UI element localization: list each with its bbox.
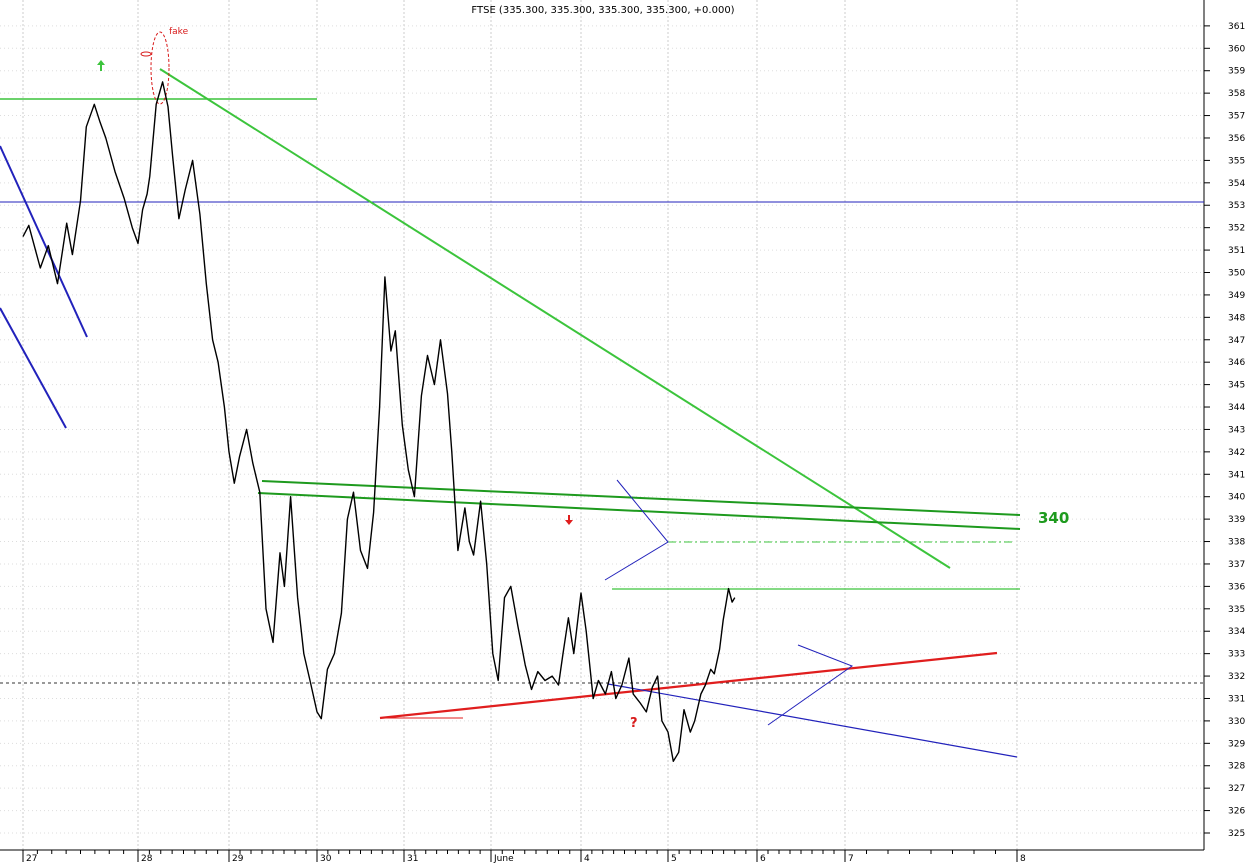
y-tick-label: 328 xyxy=(1228,762,1245,772)
fake-scribble xyxy=(140,51,152,57)
y-tick-label: 360 xyxy=(1228,44,1245,54)
chart-title: FTSE (335.300, 335.300, 335.300, 335.300… xyxy=(471,5,734,16)
up-arrow-icon xyxy=(97,60,105,71)
y-tick-label: 333 xyxy=(1228,650,1245,660)
y-tick-label: 359 xyxy=(1228,67,1245,77)
y-tick-label: 327 xyxy=(1228,784,1245,794)
blue-channel-lower xyxy=(607,683,1018,758)
y-tick-label: 331 xyxy=(1228,694,1245,704)
y-tick-label: 347 xyxy=(1228,336,1245,346)
y-tick-label: 357 xyxy=(1228,112,1245,122)
y-tick-label: 348 xyxy=(1228,313,1245,323)
y-tick-label: 343 xyxy=(1228,425,1245,435)
fake-highlight-circle xyxy=(150,31,170,105)
y-tick-label: 332 xyxy=(1228,672,1245,682)
triangle-pattern-2 xyxy=(767,644,854,726)
y-tick-label: 352 xyxy=(1228,224,1245,234)
y-tick-label: 358 xyxy=(1228,89,1245,99)
x-tick-label: 5 xyxy=(671,854,677,864)
y-tick-label: 344 xyxy=(1228,403,1245,413)
y-tick-label: 336 xyxy=(1228,582,1245,592)
y-tick-label: 338 xyxy=(1228,538,1245,548)
y-tick-label: 355 xyxy=(1228,156,1245,166)
y-tick-label: 345 xyxy=(1228,381,1245,391)
x-tick-label: 29 xyxy=(232,854,244,864)
x-tick-label: 31 xyxy=(407,854,418,864)
y-tick-label: 329 xyxy=(1228,739,1245,749)
y-tick-label: 337 xyxy=(1228,560,1245,570)
y-tick-label: 340 xyxy=(1228,493,1245,503)
grid-lines xyxy=(0,0,1204,850)
y-tick-label: 349 xyxy=(1228,291,1245,301)
y-tick-label: 342 xyxy=(1228,448,1245,458)
x-tick-label: June xyxy=(493,854,514,864)
y-tick-label: 325 xyxy=(1228,829,1245,839)
y-tick-label: 326 xyxy=(1228,807,1245,817)
y-tick-label: 346 xyxy=(1228,358,1245,368)
y-tick-label: 335 xyxy=(1228,605,1245,615)
level-340-label: 340 xyxy=(1038,509,1069,527)
y-tick-label: 334 xyxy=(1228,627,1245,637)
trendlines xyxy=(0,31,1204,758)
x-tick-label: 7 xyxy=(848,854,854,864)
y-tick-label: 339 xyxy=(1228,515,1245,525)
question-mark-label: ? xyxy=(630,716,638,731)
x-tick-label: 4 xyxy=(584,854,590,864)
y-tick-label: 330 xyxy=(1228,717,1245,727)
triangle-pattern-1 xyxy=(604,479,669,581)
y-tick-label: 341 xyxy=(1228,470,1245,480)
green-channel-upper xyxy=(261,480,1021,516)
y-axis: 325 326 327 328 329 330 331 332 333 334 335 336 337 3… xyxy=(1204,22,1245,839)
y-tick-label: 354 xyxy=(1228,179,1245,189)
blue-down-line-1 xyxy=(0,145,88,338)
y-tick-label: 361 xyxy=(1228,22,1245,32)
down-arrow-icon xyxy=(565,515,573,525)
x-axis: 27 28 29 30 31 June 4 5 6 7 8 xyxy=(22,850,1026,864)
price-series-line xyxy=(22,81,736,762)
y-tick-label: 353 xyxy=(1228,201,1245,211)
y-tick-label: 350 xyxy=(1228,269,1245,279)
x-tick-label: 30 xyxy=(320,854,332,864)
x-tick-label: 28 xyxy=(141,854,153,864)
y-tick-label: 356 xyxy=(1228,134,1245,144)
red-support-line xyxy=(379,651,998,720)
fake-label: fake xyxy=(169,27,189,37)
green-channel-lower xyxy=(257,492,1021,530)
x-tick-label: 27 xyxy=(26,854,37,864)
x-tick-label: 6 xyxy=(760,854,766,864)
y-tick-label: 351 xyxy=(1228,246,1245,256)
downtrend-line xyxy=(159,68,951,569)
x-tick-label: 8 xyxy=(1020,854,1026,864)
blue-down-line-2 xyxy=(0,307,67,429)
